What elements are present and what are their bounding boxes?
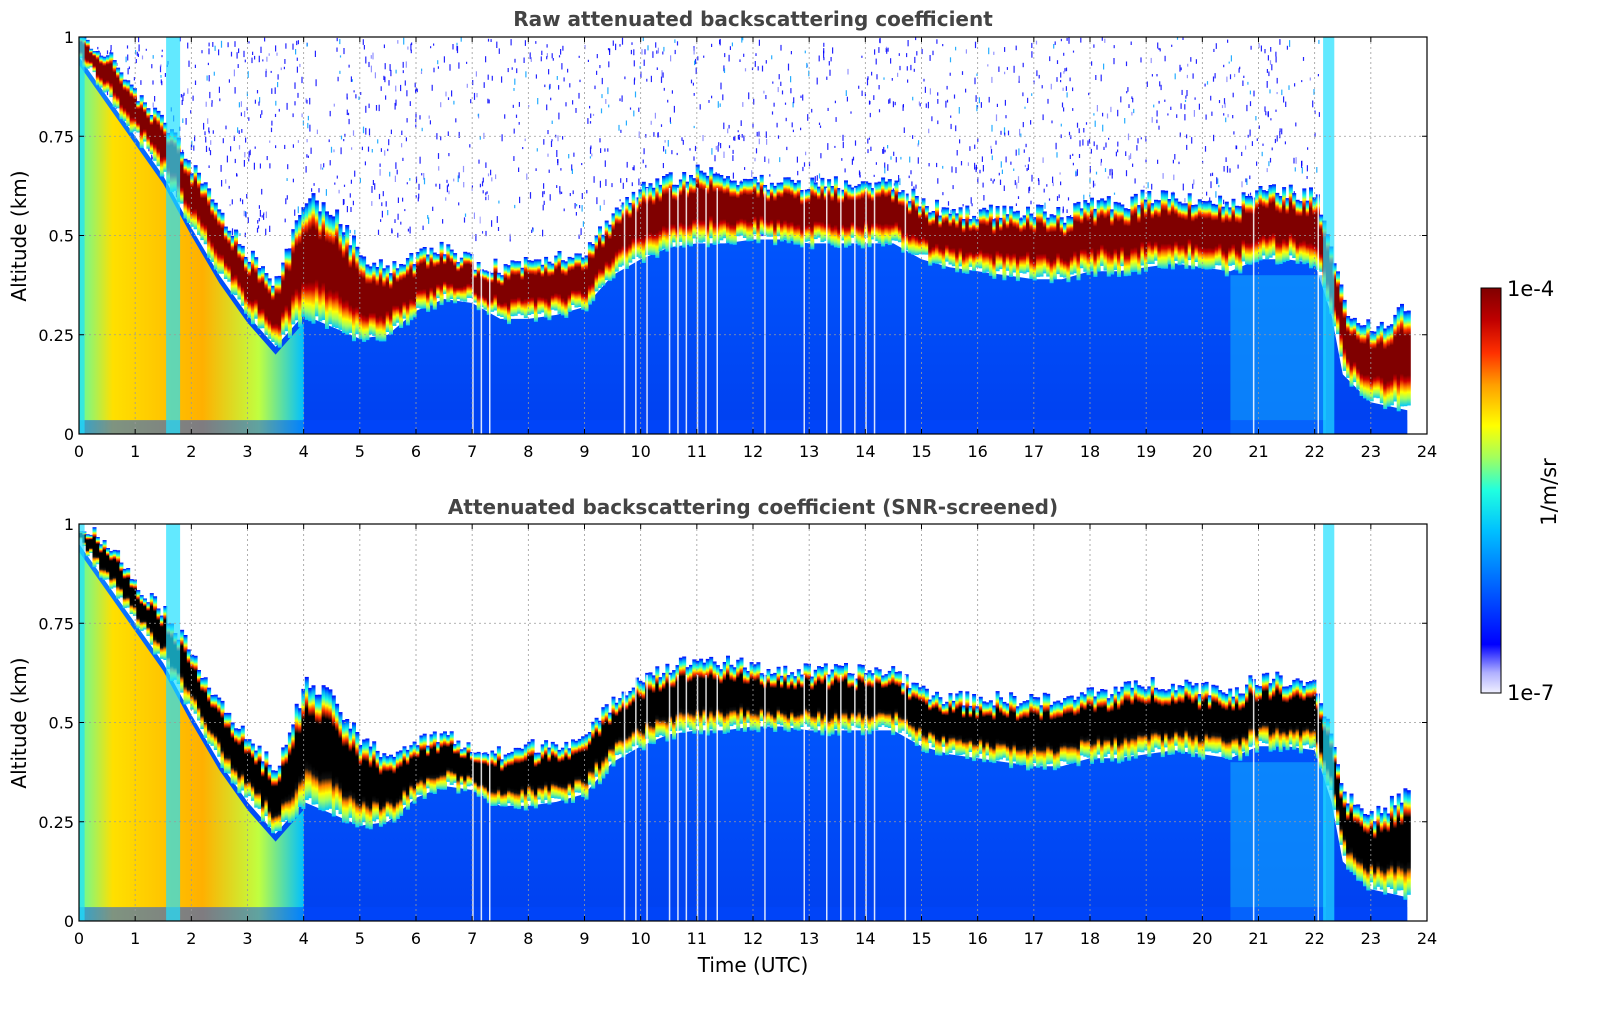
x-tick-label: 8	[523, 442, 533, 461]
missing-data-streaks	[472, 187, 1319, 434]
raw-panel-title: Raw attenuated backscattering coefficien…	[513, 7, 993, 31]
raw-y-ticks: 0 0.25 0.5 0.75 1	[38, 28, 1427, 444]
y-tick-label: 0.25	[38, 813, 74, 832]
aerosol-patch	[1230, 275, 1326, 434]
x-tick-label: 17	[1024, 929, 1044, 948]
x-tick-label: 5	[355, 929, 365, 948]
x-tick-label: 2	[186, 929, 196, 948]
x-tick-label: 22	[1304, 442, 1324, 461]
raw-backscatter-panel: Raw attenuated backscattering coefficien…	[7, 7, 1437, 461]
x-tick-label: 15	[911, 929, 931, 948]
x-tick-label: 1	[130, 929, 140, 948]
x-tick-label: 5	[355, 442, 365, 461]
raw-x-ticks: 0 1 2 3 4 5 6 7 8 9 10 11 12 13 14 15 16 17 18 19 20 21 22 23 24	[74, 37, 1437, 461]
x-tick-label: 24	[1417, 442, 1437, 461]
x-tick-label: 22	[1304, 929, 1324, 948]
x-tick-label: 18	[1080, 442, 1100, 461]
x-tick-label: 2	[186, 442, 196, 461]
precip-column	[166, 37, 181, 434]
x-tick-label: 6	[411, 929, 421, 948]
x-tick-label: 11	[687, 929, 707, 948]
x-tick-label: 16	[967, 929, 987, 948]
x-tick-label: 23	[1361, 929, 1381, 948]
colorbar-max-label: 1e-4	[1507, 277, 1554, 301]
x-tick-label: 24	[1417, 929, 1437, 948]
surface-band	[79, 420, 1408, 434]
precip-column	[1323, 524, 1335, 921]
y-tick-label: 0	[64, 912, 74, 931]
y-tick-label: 0.5	[49, 227, 74, 246]
x-axis-label: Time (UTC)	[697, 953, 809, 977]
x-tick-label: 0	[74, 929, 84, 948]
x-tick-label: 14	[855, 442, 875, 461]
x-tick-label: 23	[1361, 442, 1381, 461]
raw-y-axis-label: Altitude (km)	[7, 170, 31, 301]
y-tick-label: 0.5	[49, 714, 74, 733]
colorbar-min-label: 1e-7	[1507, 681, 1554, 705]
x-tick-label: 13	[799, 442, 819, 461]
y-tick-label: 0.75	[38, 614, 74, 633]
y-tick-label: 1	[64, 28, 74, 47]
x-tick-label: 21	[1248, 929, 1268, 948]
x-tick-label: 14	[855, 929, 875, 948]
x-tick-label: 3	[242, 929, 252, 948]
colorbar-unit-label: 1/m/sr	[1537, 458, 1561, 526]
x-tick-label: 15	[911, 442, 931, 461]
x-tick-label: 10	[630, 442, 650, 461]
colorbar: 1e-4 1e-7 1/m/sr	[1480, 277, 1561, 705]
screened-panel-title: Attenuated backscattering coefficient (S…	[448, 495, 1058, 519]
x-tick-label: 7	[467, 929, 477, 948]
x-tick-label: 0	[74, 442, 84, 461]
x-tick-label: 4	[299, 929, 309, 948]
cloud-layer	[79, 37, 1411, 412]
x-tick-label: 4	[299, 442, 309, 461]
screened-backscatter-panel: Attenuated backscattering coefficient (S…	[7, 495, 1437, 977]
y-tick-label: 1	[64, 515, 74, 534]
x-tick-label: 1	[130, 442, 140, 461]
x-tick-label: 8	[523, 929, 533, 948]
x-tick-label: 12	[743, 442, 763, 461]
x-tick-label: 6	[411, 442, 421, 461]
x-tick-label: 21	[1248, 442, 1268, 461]
x-tick-label: 11	[687, 442, 707, 461]
x-tick-label: 20	[1192, 442, 1212, 461]
precip-column	[166, 524, 181, 921]
x-tick-label: 18	[1080, 929, 1100, 948]
screened-gridlines	[79, 524, 1427, 921]
x-tick-label: 19	[1136, 929, 1156, 948]
colorbar-gradient	[1480, 287, 1502, 694]
y-tick-label: 0.75	[38, 127, 74, 146]
x-tick-label: 17	[1024, 442, 1044, 461]
boundary-layer-region	[79, 56, 1408, 434]
y-tick-label: 0.25	[38, 326, 74, 345]
x-tick-label: 7	[467, 442, 477, 461]
boundary-layer-region	[79, 543, 1408, 921]
x-tick-label: 3	[242, 442, 252, 461]
x-tick-label: 10	[630, 929, 650, 948]
y-tick-label: 0	[64, 425, 74, 444]
x-tick-label: 19	[1136, 442, 1156, 461]
x-tick-label: 13	[799, 929, 819, 948]
screened-y-axis-label: Altitude (km)	[7, 657, 31, 788]
x-tick-label: 9	[579, 929, 589, 948]
screened-heatmap-area	[79, 524, 1411, 921]
precip-column	[1323, 37, 1335, 434]
x-tick-label: 20	[1192, 929, 1212, 948]
x-tick-label: 16	[967, 442, 987, 461]
x-tick-label: 12	[743, 929, 763, 948]
screened-x-ticks: 0 1 2 3 4 5 6 7 8 9 10 11 12 13 14 15 16 17 18 19 20 21 22 23 24	[74, 524, 1437, 948]
aerosol-patch	[1230, 762, 1326, 921]
x-tick-label: 9	[579, 442, 589, 461]
missing-data-streaks	[472, 674, 1319, 921]
surface-band	[79, 907, 1408, 921]
raw-gridlines	[79, 37, 1427, 434]
screened-y-ticks: 0 0.25 0.5 0.75 1	[38, 515, 1427, 931]
